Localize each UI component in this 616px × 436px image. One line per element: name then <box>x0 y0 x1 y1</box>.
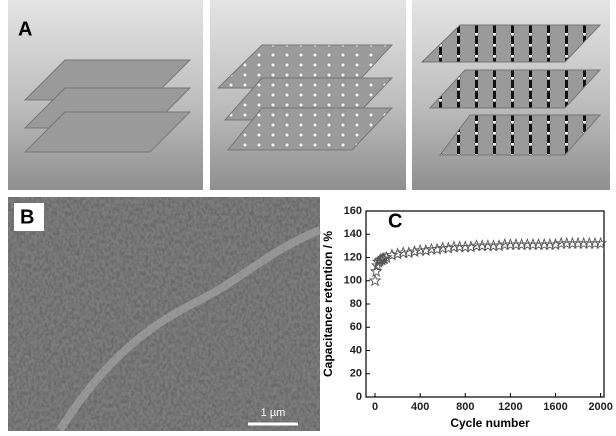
sem-texture <box>8 197 320 431</box>
scale-bar-label: 1 µm <box>261 407 286 419</box>
x-tick-label: 800 <box>456 401 474 413</box>
x-tick-label: 400 <box>411 401 429 413</box>
data-point <box>590 238 600 248</box>
data-point <box>533 239 543 249</box>
data-point <box>477 240 487 250</box>
data-point <box>584 238 594 248</box>
x-tick-label: 1600 <box>543 401 567 413</box>
y-tick-label: 140 <box>344 228 362 240</box>
panel-b: B 1 µm <box>8 197 320 431</box>
y-axis-label: Capacitance retention / % <box>321 231 335 377</box>
data-point <box>505 239 515 249</box>
panel-label: C <box>388 210 402 232</box>
data-point <box>483 240 493 250</box>
y-tick-label: 120 <box>344 251 362 263</box>
data-point <box>370 275 380 285</box>
x-tick-label: 0 <box>372 401 378 413</box>
data-point <box>511 239 521 249</box>
panel-a: A <box>8 0 610 190</box>
data-point <box>562 238 572 248</box>
data-point <box>539 239 549 249</box>
y-tick-label: 0 <box>356 391 362 403</box>
panel-label: A <box>18 18 32 40</box>
data-point <box>460 242 470 252</box>
panel-label: B <box>20 206 34 228</box>
data-point <box>573 238 583 248</box>
data-point <box>545 239 555 249</box>
y-tick-label: 20 <box>350 368 362 380</box>
y-tick-label: 40 <box>350 344 362 356</box>
data-point <box>528 239 538 249</box>
data-point <box>454 242 464 252</box>
y-tick-label: 80 <box>350 298 362 310</box>
y-tick-label: 60 <box>350 321 362 333</box>
x-tick-label: 2000 <box>588 401 612 413</box>
data-point <box>488 240 498 250</box>
x-tick-label: 1200 <box>498 401 522 413</box>
page: {"panels": {"a": {"label": "A"}, "b": {"… <box>0 0 616 436</box>
y-tick-label: 160 <box>344 205 362 217</box>
y-tick-label: 100 <box>344 275 362 287</box>
data-point <box>522 239 532 249</box>
data-point <box>567 238 577 248</box>
x-axis-label: Cycle number <box>450 416 530 430</box>
data-point <box>578 238 588 248</box>
figure: A B 1 µm C Cycle number Capacitance rete… <box>0 0 616 431</box>
data-point <box>516 239 526 249</box>
panel-c: C Cycle number Capacitance retention / %… <box>321 205 613 430</box>
plot-frame <box>366 211 604 397</box>
